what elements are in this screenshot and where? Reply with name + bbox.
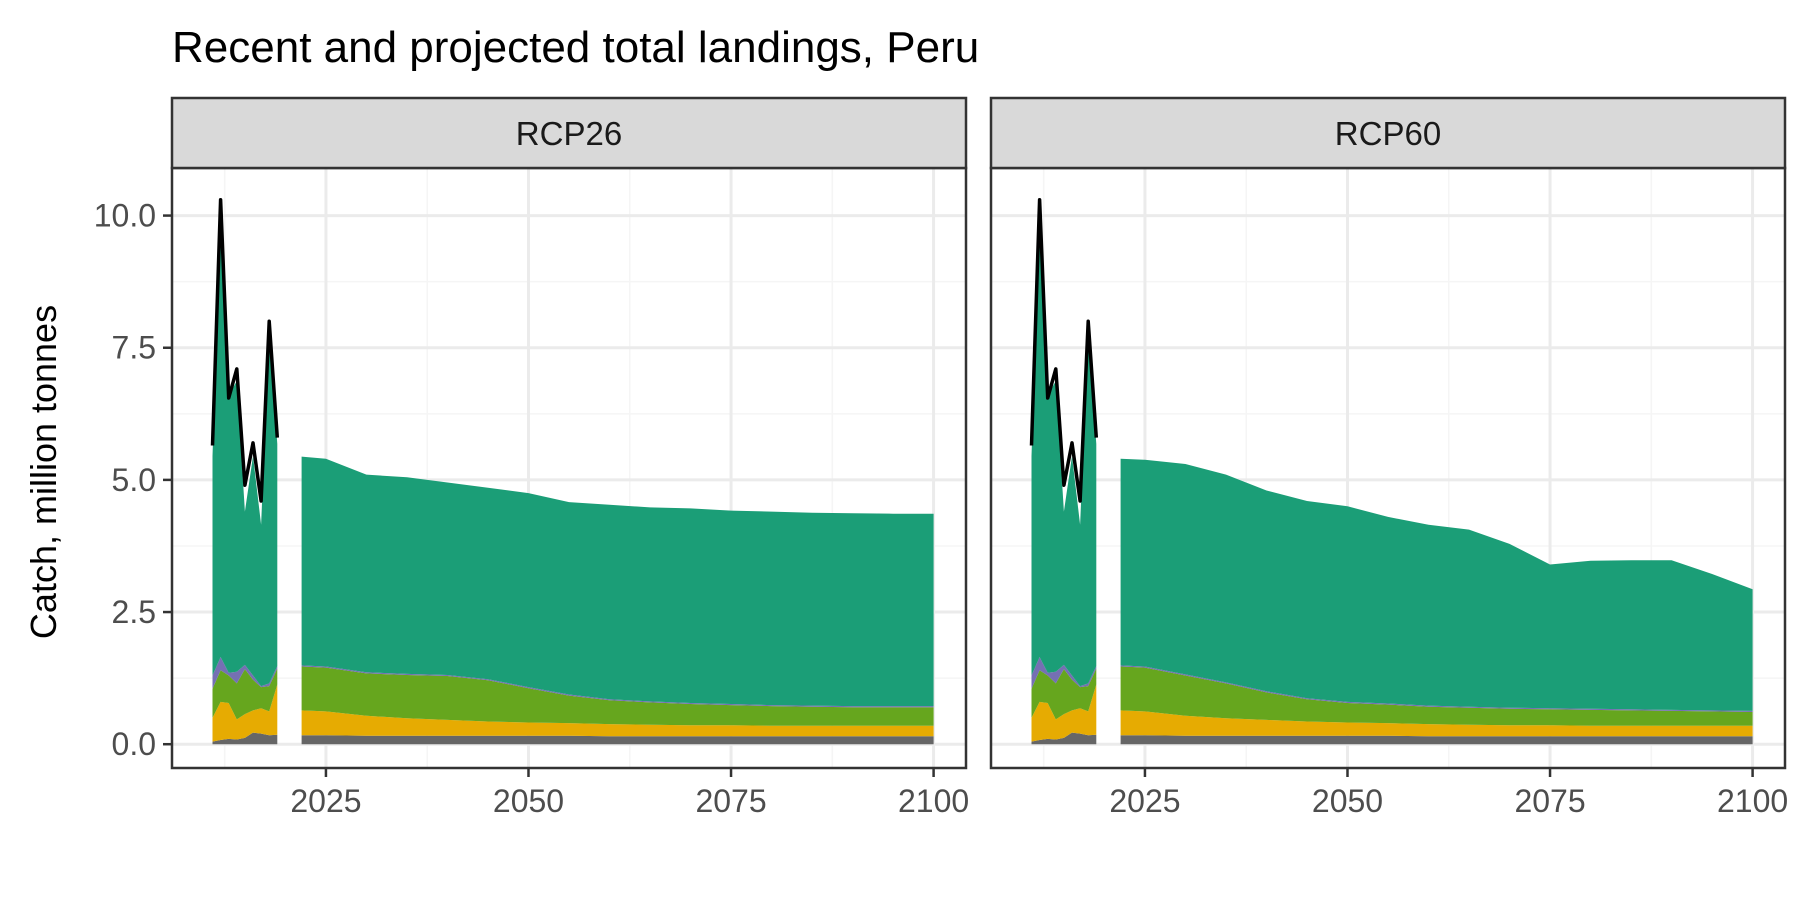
projection-area-yellow — [1120, 710, 1753, 737]
x-tick-label: 2100 — [1717, 783, 1788, 819]
projection-area-grey — [301, 735, 934, 745]
x-tick-label: 2050 — [1312, 783, 1383, 819]
x-tick-label: 2075 — [695, 783, 766, 819]
historical-area-green — [212, 668, 278, 720]
projection-area-teal — [1120, 458, 1753, 711]
projection-area-green — [1120, 666, 1753, 726]
panel-rcp26: RCP26 2025 2050 2075 2100 0.0 2.5 5.0 7.5 10.0 — [94, 96, 969, 819]
y-axis-label: Catch, million tonnes — [23, 305, 64, 639]
facet-strip — [170, 96, 968, 170]
x-tick-label: 2100 — [898, 783, 969, 819]
projection-area-green — [301, 666, 934, 726]
historical-area-grey — [1031, 732, 1097, 745]
x-tick-label: 2075 — [1514, 783, 1585, 819]
historical-area-teal — [212, 210, 278, 687]
x-tick-label: 2050 — [493, 783, 564, 819]
historical-area-green — [1031, 668, 1097, 720]
historical-area-yellow — [212, 684, 278, 742]
facet-strip-label: RCP60 — [1335, 115, 1441, 152]
total-landings-line — [210, 197, 280, 503]
facet-strip-label: RCP26 — [516, 115, 622, 152]
chart-title: Recent and projected total landings, Per… — [172, 23, 979, 72]
historical-area-purple — [1031, 657, 1097, 689]
y-tick-label: 7.5 — [112, 330, 156, 366]
y-tick-label: 0.0 — [112, 726, 156, 762]
total-landings-line — [1029, 197, 1099, 503]
x-tick-label: 2025 — [290, 783, 361, 819]
panel-rcp60: RCP60 2025 2050 2075 2100 — [989, 96, 1788, 819]
y-tick-label: 2.5 — [112, 594, 156, 630]
x-tick-label: 2025 — [1109, 783, 1180, 819]
projection-area-yellow — [301, 710, 934, 737]
historical-area-yellow — [1031, 684, 1097, 742]
historical-area-grey — [212, 732, 278, 745]
historical-area-teal — [1031, 210, 1097, 687]
facet-strip — [989, 96, 1787, 170]
y-tick-label: 10.0 — [94, 198, 156, 234]
y-tick-label: 5.0 — [112, 462, 156, 498]
projection-area-teal — [301, 456, 934, 707]
historical-area-purple — [212, 657, 278, 689]
projection-area-grey — [1120, 735, 1753, 745]
